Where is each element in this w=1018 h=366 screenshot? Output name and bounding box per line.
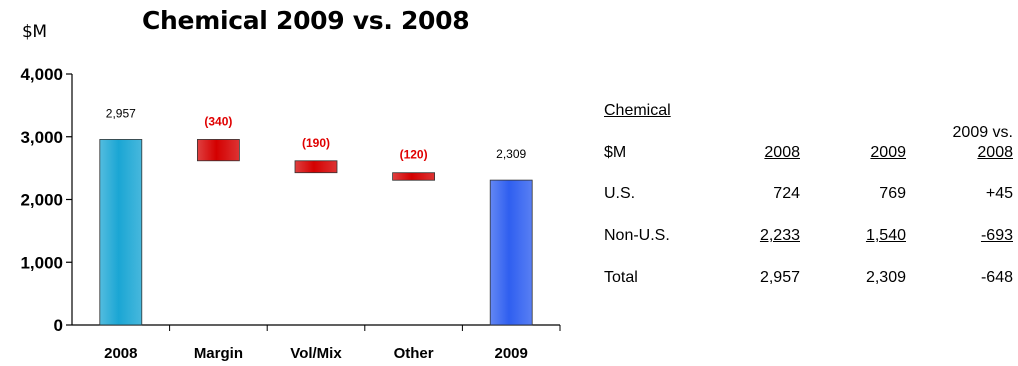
bar-margin [196,139,240,162]
cell-total-change: -648 [980,269,1013,286]
header-2009-vs: 2009 vs. [952,124,1013,141]
data-label: (190) [302,136,330,150]
x-tick-label: Margin [194,345,243,362]
bar-vol-mix [294,160,338,174]
bar-2009 [489,179,533,326]
cell-us-change: +45 [985,185,1013,202]
row-label-non-us: Non-U.S. [604,227,670,244]
cell-us-2009: 769 [879,185,906,202]
data-label: 2,309 [496,147,526,161]
data-label: 2,957 [106,106,136,120]
x-tick-label: Other [394,345,434,362]
x-tick-label: 2008 [104,345,137,362]
header-2008: 2008 [764,144,800,161]
x-tick-label: 2009 [495,345,528,362]
cell-total-2009: 2,309 [865,269,906,286]
y-axis-unit-label: $M [22,22,47,42]
cell-non-us-2008: 2,233 [759,227,800,244]
table-title: Chemical [604,102,671,119]
chart-axes: 0 1,000 2,000 3,000 4,000 2008 Margin Vol/Mix Ot… [20,65,561,362]
bar-2008 [99,139,143,326]
cell-us-2008: 724 [773,185,800,202]
y-tick-label: 1,000 [20,253,63,272]
y-tick-label: 2,000 [20,191,63,210]
row-label-us: U.S. [604,185,636,202]
y-tick-label: 0 [54,316,63,335]
y-tick-label: 4,000 [20,65,63,84]
x-tick-label: Vol/Mix [290,345,342,362]
data-label: (120) [400,148,428,162]
table-unit-label: $M [604,144,627,161]
chart-bars [99,139,533,326]
header-2008-compare: 2008 [977,144,1013,161]
cell-total-2008: 2,957 [759,269,800,286]
y-tick-label: 3,000 [20,128,63,147]
data-label: (340) [204,114,232,128]
cell-non-us-2009: 1,540 [865,227,906,244]
chart-title: Chemical 2009 vs. 2008 [142,6,470,35]
header-2009: 2009 [870,144,906,161]
waterfall-chart: 0 1,000 2,000 3,000 4,000 2008 Margin Vol/Mix Ot… [20,65,561,362]
bar-other [392,172,436,181]
cell-non-us-change: -693 [980,227,1013,244]
chart-data-labels: 2,957 (340) (190) (120) 2,309 [106,106,527,161]
row-label-total: Total [604,269,638,286]
